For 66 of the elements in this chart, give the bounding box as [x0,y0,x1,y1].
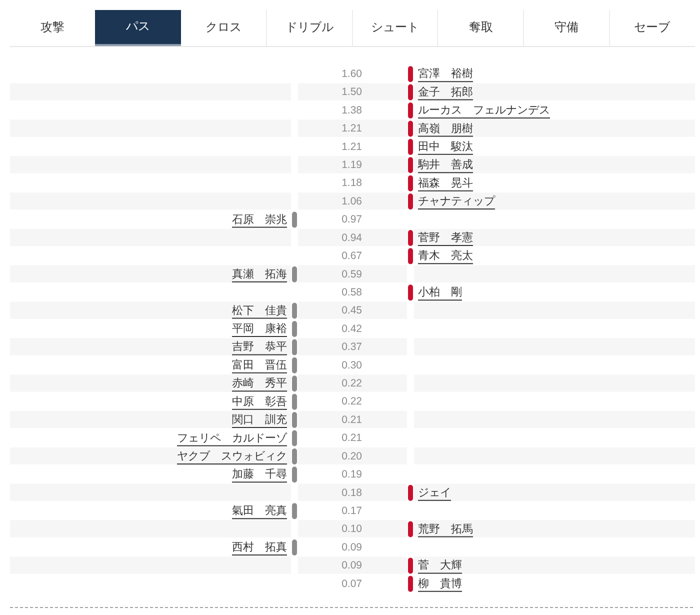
data-label: 1.21 [342,140,362,153]
data-label: 0.30 [342,359,362,372]
category-label: 菅 大輝 [418,558,462,572]
tab: 奪取 [437,10,524,46]
data-label: 1.38 [342,104,362,116]
data-label: 0.17 [342,504,362,517]
category-label: 荒野 拓馬 [418,522,473,536]
category-label: 吉野 恭平 [232,340,287,354]
category-label: 真瀬 拓海 [232,267,287,280]
tab: シュート [352,10,438,46]
tab: クロス [180,10,266,46]
category-label: チャナティップ [418,194,496,208]
data-label: 0.58 [342,286,362,298]
category-label: 福森 晃斗 [418,176,473,190]
data-label: 0.19 [342,468,362,481]
data-label: 0.59 [342,268,362,280]
category-label: 富田 晋伍 [232,358,287,372]
data-label: 1.21 [342,122,362,135]
data-label: 0.45 [342,304,362,317]
category-label: 小柏 剛 [418,286,462,299]
data-label: 0.09 [342,560,362,572]
data-label: 0.67 [342,250,362,262]
tab: 守備 [523,10,609,46]
data-label: 1.18 [342,177,362,190]
category-label: 菅野 孝憲 [418,230,473,244]
tab: 攻撃 [10,10,96,46]
category-label: 平岡 康裕 [232,322,287,336]
category-label: 関口 訓充 [232,413,287,426]
category-label: 松下 佳貴 [232,304,287,317]
data-label: 0.20 [342,450,362,462]
data-label: 0.21 [342,414,362,426]
category-label: 駒井 善成 [417,158,473,172]
category-label: 中原 彰吾 [232,394,287,408]
tab: パス [95,10,181,46]
data-label: 0.18 [342,486,362,499]
category-label: ジェイ [418,486,451,499]
category-label: 青木 亮太 [418,249,473,262]
category-label: フェリペ カルドーゾ [177,431,288,444]
data-label: 0.09 [342,541,362,554]
category-label: 柳 貴博 [418,576,462,590]
tab: セーブ [608,10,694,46]
data-label: 1.06 [342,195,362,208]
category-label: ヤクブ スウォビィク [177,449,287,462]
category-label: 宮澤 裕樹 [418,67,473,80]
data-label: 1.50 [342,86,362,98]
data-label: 0.42 [342,322,362,335]
category-label: 赤崎 秀平 [232,376,287,390]
data-label: 0.10 [342,523,362,536]
data-label: 0.22 [342,396,362,408]
category-label: 氣田 亮真 [232,504,287,518]
category-label: 田中 駿汰 [418,140,473,153]
data-label: 1.60 [342,68,362,80]
data-label: 0.22 [342,378,362,390]
data-label: 0.37 [342,341,362,354]
tab: ドリブル [266,10,352,46]
category-label: 石原 崇兆 [232,212,287,226]
category-label: 加藤 千尋 [232,468,287,481]
category-label: 金子 拓郎 [418,85,473,98]
data-label: 0.94 [342,232,362,244]
data-label: 0.07 [342,578,362,590]
data-label: 0.97 [342,214,362,226]
category-label: 西村 拓真 [232,540,287,554]
category-label: ルーカス フェルナンデス [418,104,550,117]
data-label: 0.21 [342,432,362,444]
category-label: 高嶺 朋樹 [418,122,473,135]
data-label: 1.19 [342,159,362,172]
